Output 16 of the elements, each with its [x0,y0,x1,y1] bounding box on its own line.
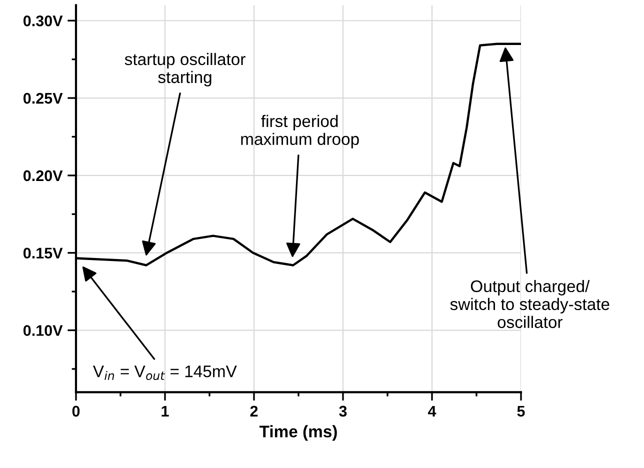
x-tick-label: 2 [250,406,258,416]
x-axis-title: Time (ms) [259,425,337,441]
annotation: first period maximum droop [241,114,359,148]
x-tick-label: 0 [72,406,80,417]
y-tick-label: 0.20V [23,170,63,182]
annotation: startup oscillator starting [124,52,246,86]
x-tick-label: 4 [428,406,436,416]
annotation: V$_{in}$ = V$_{out}$ = 145mV [92,366,237,380]
y-tick-label: 0.10V [23,325,63,336]
x-tick-label: 3 [339,406,347,417]
y-tick-label: 0.15V [23,248,63,259]
y-tick-label: 0.25V [23,92,63,104]
x-tick-label: 5 [517,406,525,417]
annotation: Output charged/ switch to steady-state oscillator [450,280,610,328]
y-tick-label: 0.30V [23,15,63,26]
x-tick-label: 1 [162,406,169,416]
